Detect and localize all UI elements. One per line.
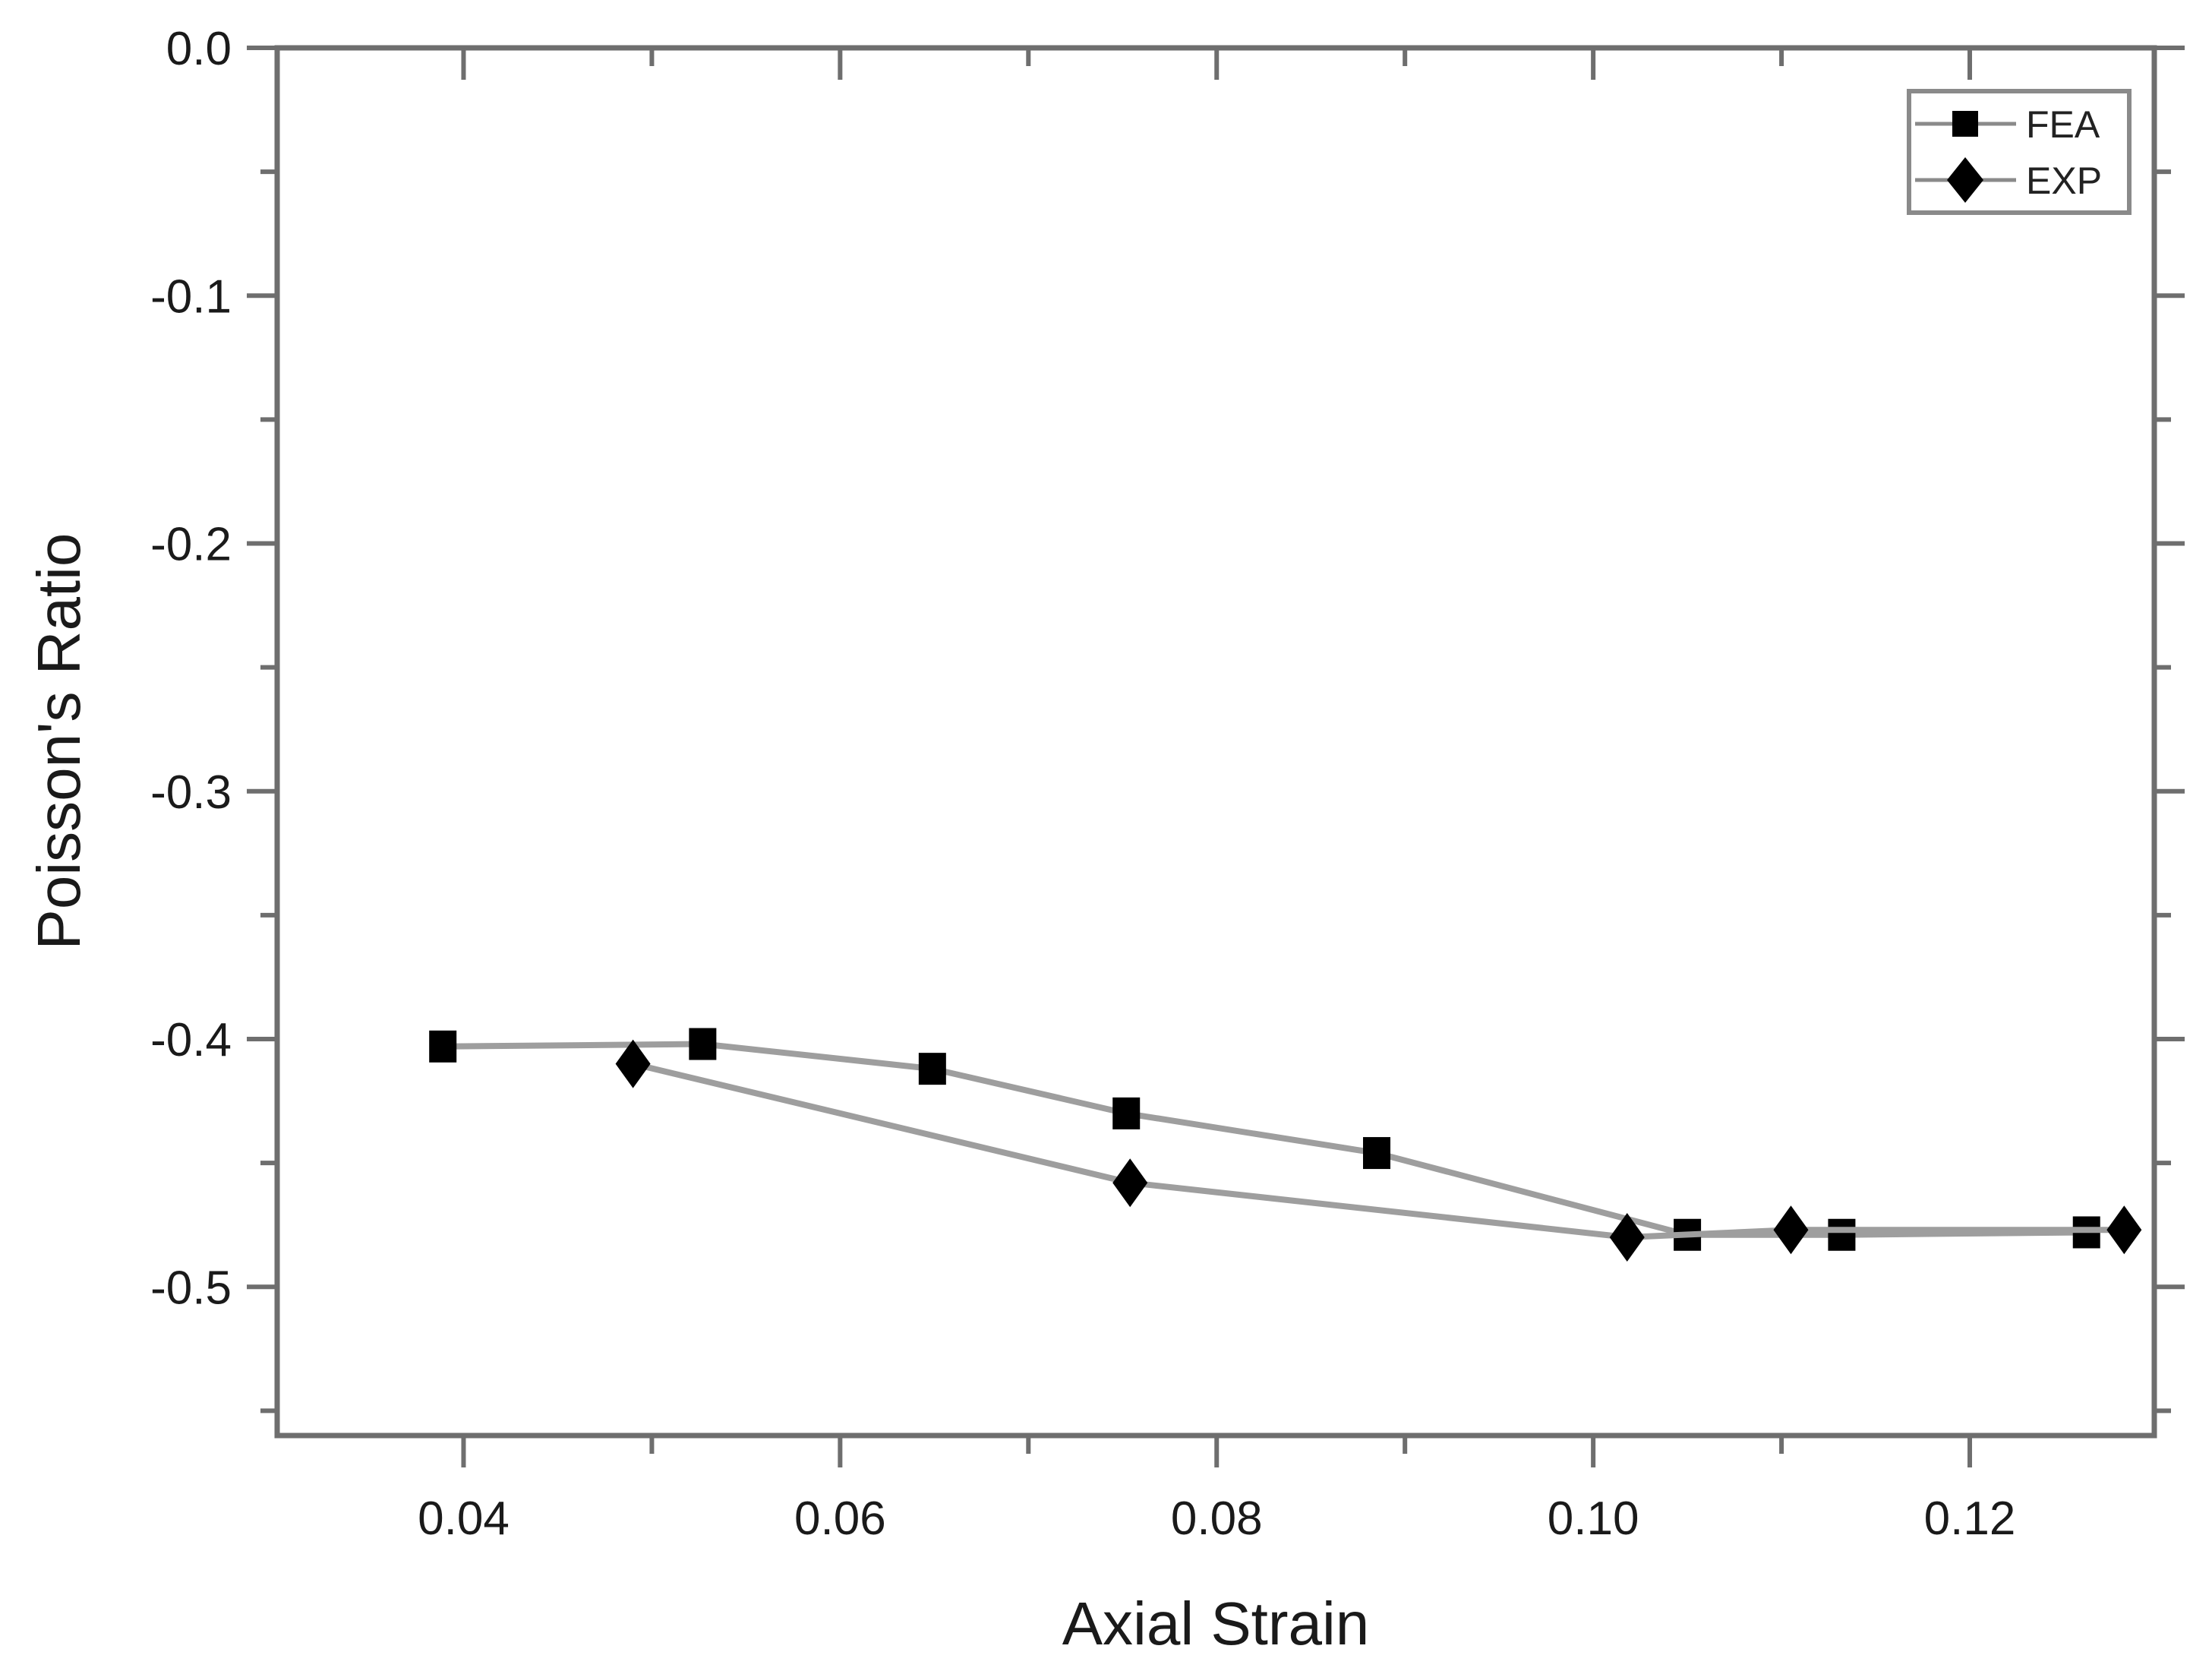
legend: FEA EXP bbox=[1907, 89, 2132, 215]
data-series bbox=[429, 1028, 2142, 1262]
y-tick-label: -0.4 bbox=[150, 1014, 232, 1066]
diamond-marker-icon bbox=[1947, 157, 1983, 203]
legend-label-exp: EXP bbox=[2026, 160, 2102, 202]
square-marker-icon bbox=[1362, 1137, 1390, 1170]
legend-item-exp: EXP bbox=[1915, 157, 2102, 203]
y-axis-tick-labels: 0.0 -0.1 -0.2 -0.3 -0.4 -0.5 bbox=[150, 23, 232, 1314]
y-tick-label: -0.5 bbox=[150, 1262, 232, 1314]
square-marker-icon bbox=[429, 1030, 457, 1063]
diamond-marker-icon bbox=[1773, 1205, 1809, 1255]
y-tick-label: -0.2 bbox=[150, 519, 232, 571]
y-tick-label: -0.3 bbox=[150, 766, 232, 819]
legend-box bbox=[1907, 89, 2132, 215]
x-tick-label: 0.10 bbox=[1548, 1493, 1639, 1545]
diamond-marker-icon bbox=[1609, 1213, 1645, 1262]
x-tick-label: 0.08 bbox=[1171, 1493, 1263, 1545]
square-marker-icon bbox=[918, 1053, 946, 1085]
square-marker-icon bbox=[1112, 1097, 1141, 1129]
y-tick-label: 0.0 bbox=[166, 23, 232, 75]
square-marker-icon bbox=[689, 1028, 717, 1060]
square-marker-icon bbox=[1828, 1218, 1856, 1251]
x-axis-tick-labels: 0.04 0.06 0.08 0.10 0.12 bbox=[418, 1493, 2015, 1545]
plot-frame bbox=[274, 45, 2157, 1439]
x-tick-label: 0.04 bbox=[418, 1493, 510, 1545]
axis-ticks bbox=[247, 46, 2185, 1467]
series-fea bbox=[429, 1028, 2100, 1251]
x-tick-label: 0.06 bbox=[794, 1493, 886, 1545]
series-line-fea bbox=[443, 1041, 2087, 1238]
y-tick-label: -0.1 bbox=[150, 270, 232, 323]
diamond-marker-icon bbox=[615, 1039, 651, 1088]
x-tick-label: 0.12 bbox=[1924, 1493, 2016, 1545]
x-axis-title: Axial Strain bbox=[1062, 1590, 1370, 1657]
square-marker-icon bbox=[1952, 111, 1978, 137]
diamond-marker-icon bbox=[1112, 1158, 1148, 1208]
series-exp bbox=[615, 1039, 2142, 1262]
y-axis-title: Poisson's Ratio bbox=[25, 533, 93, 950]
diamond-marker-icon bbox=[2106, 1205, 2142, 1255]
legend-item-fea: FEA bbox=[1915, 103, 2100, 146]
legend-label-fea: FEA bbox=[2026, 103, 2100, 146]
